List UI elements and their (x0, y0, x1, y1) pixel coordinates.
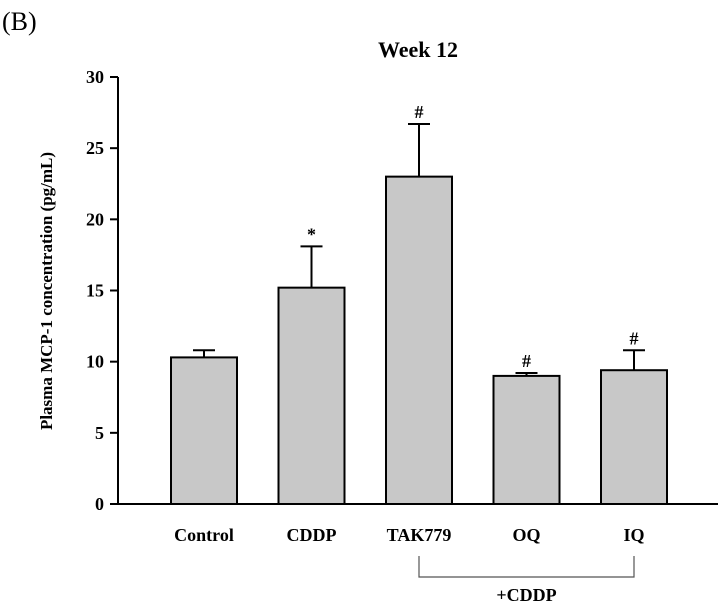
chart-title: Week 12 (378, 37, 458, 62)
significance-marker: # (522, 351, 531, 371)
significance-marker: # (630, 328, 639, 348)
y-tick-label: 5 (95, 423, 104, 443)
category-label: TAK779 (387, 525, 452, 545)
category-label: Control (174, 525, 234, 545)
bar-iq (600, 369, 668, 505)
bar-cddp (277, 286, 346, 505)
bar-tak779 (385, 175, 453, 505)
category-label: OQ (512, 525, 540, 545)
y-tick-label: 15 (86, 281, 104, 301)
bar-control (170, 356, 238, 505)
panel-label: (B) (2, 7, 37, 36)
y-tick-label: 0 (95, 494, 104, 514)
y-axis-label: Plasma MCP-1 concentration (pg/mL) (37, 152, 56, 430)
category-label: IQ (623, 525, 644, 545)
y-tick-label: 25 (86, 138, 104, 158)
bar-oq (492, 374, 561, 505)
y-tick-label: 30 (86, 67, 104, 87)
significance-marker: * (307, 224, 316, 244)
y-tick-label: 10 (86, 352, 104, 372)
significance-marker: # (415, 102, 424, 122)
category-label: CDDP (287, 525, 337, 545)
group-bracket-line (418, 556, 635, 578)
group-label: +CDDP (496, 585, 556, 605)
y-tick-label: 20 (86, 209, 104, 229)
